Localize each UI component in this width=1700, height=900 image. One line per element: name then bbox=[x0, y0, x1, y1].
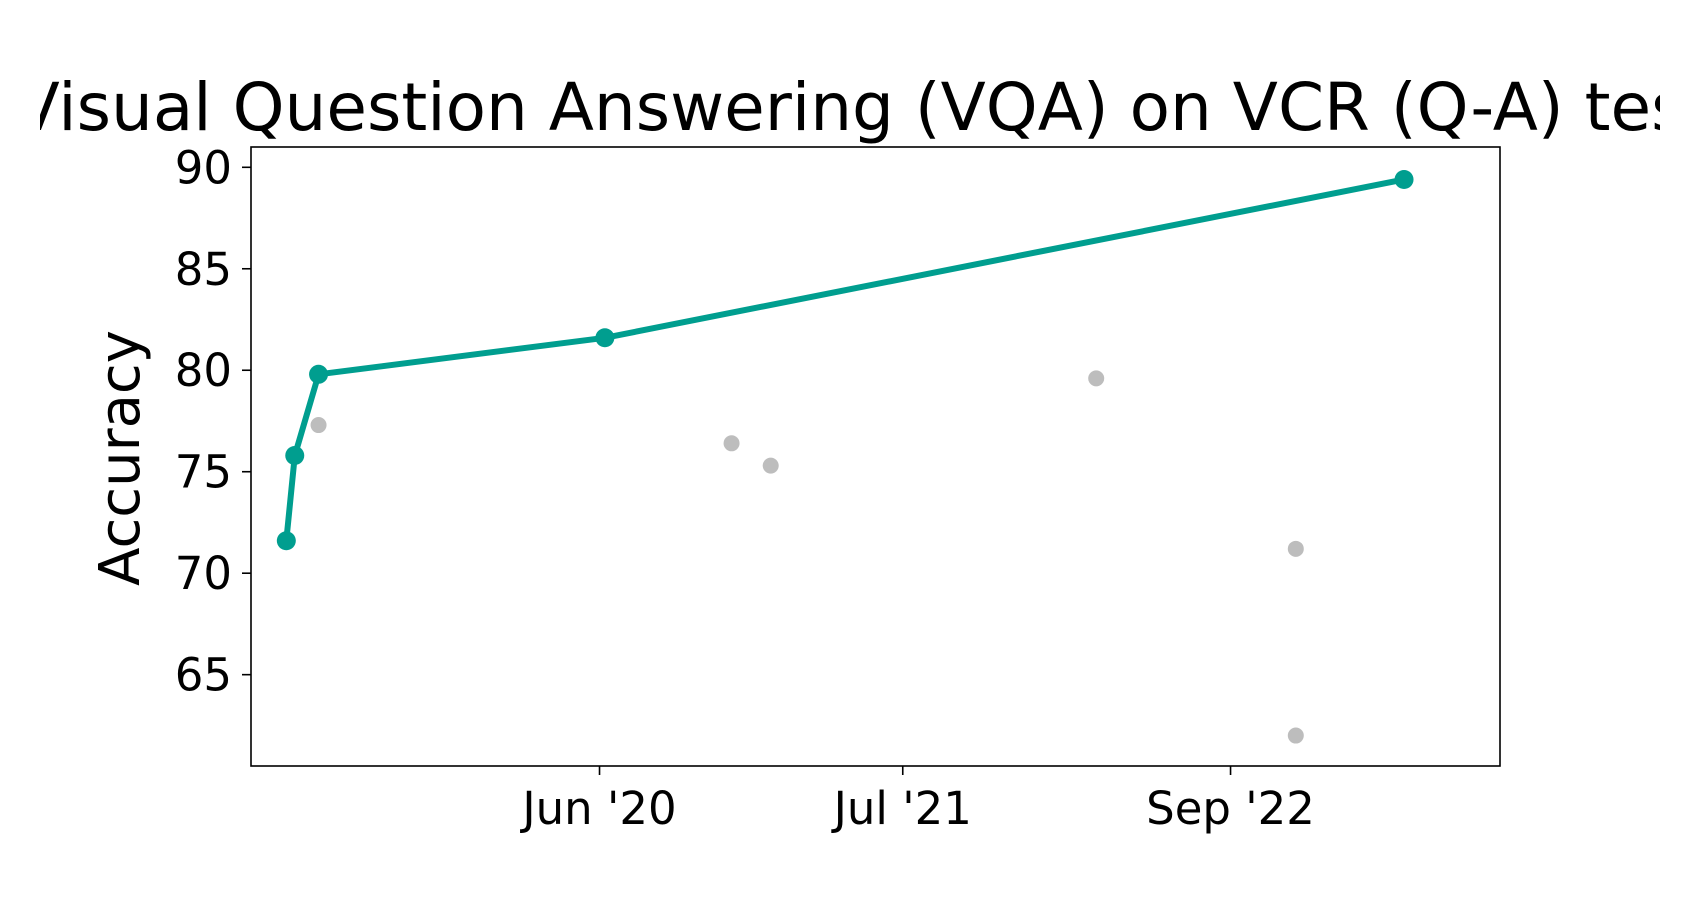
y-tick-label: 75 bbox=[175, 446, 232, 499]
other-point bbox=[310, 417, 327, 434]
chart-title: Visual Question Answering (VQA) on VCR (… bbox=[15, 69, 1700, 146]
other-point bbox=[1287, 727, 1304, 744]
other-point bbox=[1088, 370, 1105, 387]
series-layer bbox=[276, 169, 1414, 744]
y-tick-label: 85 bbox=[175, 243, 232, 296]
y-axis: 65 70 75 80 85 90 bbox=[175, 141, 251, 702]
frontier-point bbox=[276, 531, 296, 551]
y-axis-label: Accuracy bbox=[88, 330, 153, 586]
plot-area-frame bbox=[250, 146, 1501, 767]
frontier-point bbox=[285, 445, 305, 465]
frontier-point bbox=[1394, 169, 1414, 189]
y-tick-label: 90 bbox=[175, 141, 232, 194]
x-tick-label: Jun '20 bbox=[519, 782, 676, 835]
x-tick-label: Jul '21 bbox=[831, 782, 972, 835]
y-tick-label: 80 bbox=[175, 344, 232, 397]
x-axis: Jun '20 Jul '21 Sep '22 bbox=[519, 766, 1315, 835]
y-tick-label: 65 bbox=[175, 649, 232, 702]
other-point bbox=[723, 435, 740, 452]
other-point bbox=[762, 457, 779, 474]
other-point bbox=[1287, 540, 1304, 557]
x-tick-label: Sep '22 bbox=[1146, 782, 1315, 835]
y-tick-label: 70 bbox=[175, 547, 232, 600]
frontier-point bbox=[595, 328, 615, 348]
frontier-point bbox=[309, 364, 329, 384]
frontier-line bbox=[283, 176, 1407, 544]
